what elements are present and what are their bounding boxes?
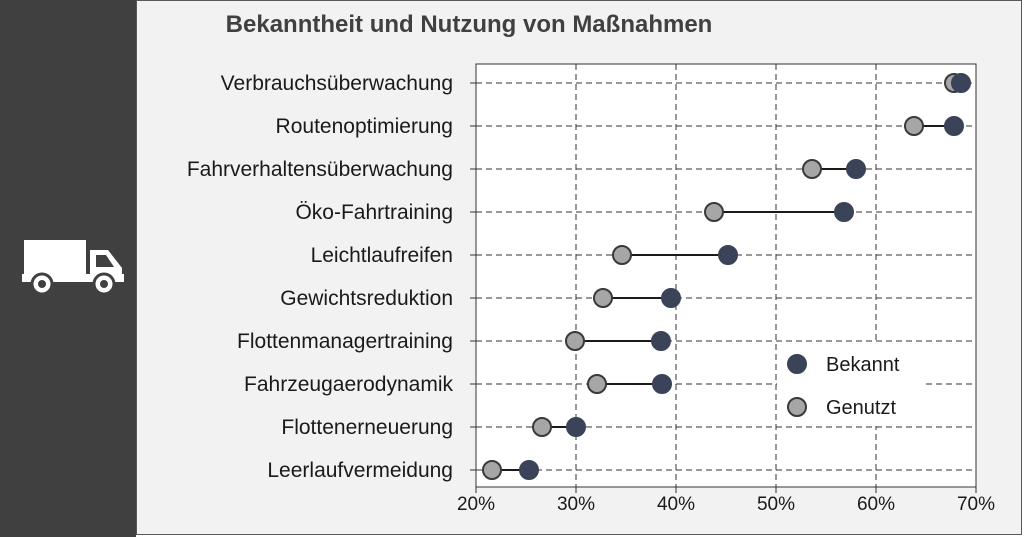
category-label: Fahrverhaltensüberwachung bbox=[187, 158, 453, 181]
marker-bekannt bbox=[651, 331, 671, 351]
category-label: Flottenerneuerung bbox=[281, 416, 453, 439]
marker-genutzt bbox=[532, 417, 552, 437]
marker-genutzt bbox=[704, 202, 724, 222]
marker-genutzt bbox=[565, 331, 585, 351]
marker-bekannt bbox=[846, 159, 866, 179]
category-label: Öko-Fahrtraining bbox=[295, 201, 453, 224]
chart-panel: Bekanntheit und Nutzung von Maßnahmen Ver… bbox=[136, 0, 1022, 535]
marker-bekannt bbox=[566, 417, 586, 437]
x-tick-label: 30% bbox=[557, 494, 595, 515]
legend-marker-genutzt bbox=[787, 397, 807, 417]
marker-bekannt bbox=[661, 288, 681, 308]
marker-genutzt bbox=[802, 159, 822, 179]
marker-genutzt bbox=[904, 116, 924, 136]
category-label: Fahrzeugaerodynamik bbox=[244, 373, 453, 396]
marker-genutzt bbox=[612, 245, 632, 265]
legend-label-genutzt: Genutzt bbox=[826, 397, 896, 419]
legend-marker-bekannt bbox=[787, 354, 807, 374]
marker-bekannt bbox=[718, 245, 738, 265]
marker-bekannt bbox=[834, 202, 854, 222]
truck-icon bbox=[22, 240, 124, 296]
sidebar bbox=[0, 0, 136, 537]
category-label: Routenoptimierung bbox=[276, 115, 453, 138]
marker-bekannt bbox=[951, 73, 971, 93]
marker-bekannt bbox=[944, 116, 964, 136]
chart: Bekanntheit und Nutzung von Maßnahmen Ver… bbox=[187, 11, 995, 515]
x-tick-label: 60% bbox=[857, 494, 895, 515]
category-label: Flottenmanagertraining bbox=[237, 330, 453, 353]
marker-genutzt bbox=[593, 288, 613, 308]
category-label: Leichtlaufreifen bbox=[311, 244, 453, 267]
x-tick-label: 70% bbox=[957, 494, 995, 515]
marker-bekannt bbox=[519, 460, 539, 480]
legend-label-bekannt: Bekannt bbox=[826, 354, 900, 376]
chart-title: Bekanntheit und Nutzung von Maßnahmen bbox=[226, 11, 713, 38]
x-tick-label: 20% bbox=[457, 494, 495, 515]
marker-genutzt bbox=[482, 460, 502, 480]
x-tick-label: 50% bbox=[757, 494, 795, 515]
plot-frame bbox=[475, 63, 977, 488]
marker-bekannt bbox=[652, 374, 672, 394]
category-label: Verbrauchsüberwachung bbox=[221, 72, 453, 95]
x-tick-label: 40% bbox=[657, 494, 695, 515]
category-label: Gewichtsreduktion bbox=[280, 287, 453, 310]
marker-genutzt bbox=[587, 374, 607, 394]
category-label: Leerlaufvermeidung bbox=[267, 459, 453, 482]
